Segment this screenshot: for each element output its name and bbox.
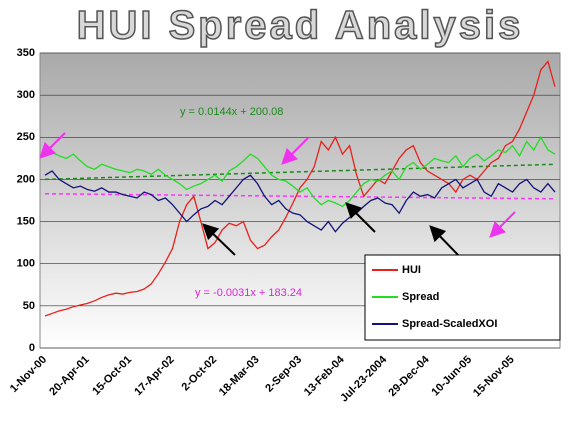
- arrow: [489, 211, 516, 238]
- x-tick-label: 15-Nov-05: [471, 354, 517, 400]
- series-line: [44, 60, 556, 317]
- x-tick-label: 10-Jun-05: [429, 354, 474, 399]
- arrow: [202, 223, 236, 256]
- x-tick-label: 18-Mar-03: [217, 354, 262, 399]
- annotation: y = 0.0144x + 200.08: [180, 106, 283, 118]
- x-tick-label: 13-Feb-04: [302, 353, 347, 398]
- y-tick-label: 50: [23, 300, 35, 312]
- arrow: [429, 225, 461, 258]
- trend-line: [44, 193, 556, 200]
- y-tick-label: 250: [17, 131, 35, 143]
- trend-line: [44, 163, 556, 181]
- y-tick-label: 300: [17, 89, 35, 101]
- series-line: [44, 170, 556, 233]
- y-tick-label: 150: [17, 215, 35, 227]
- annotation: y = -0.0031x + 183.24: [195, 287, 302, 299]
- chart-title: HUI Spread Analysis: [77, 4, 524, 48]
- y-tick-label: 200: [17, 173, 35, 185]
- y-tick-label: 100: [17, 258, 35, 270]
- legend-label: HUI: [402, 264, 421, 276]
- y-tick-label: 350: [17, 47, 35, 59]
- x-tick-label: 2-Sep-03: [263, 354, 304, 395]
- series-line: [44, 135, 556, 208]
- legend-label: Spread-ScaledXOI: [402, 318, 497, 330]
- x-tick-label: 20-Apr-01: [47, 354, 91, 398]
- x-tick-label: 15-Oct-01: [90, 354, 134, 398]
- arrow: [281, 137, 309, 165]
- x-tick-label: Jul-23-2004: [338, 353, 389, 404]
- x-tick-label: 17-Apr-02: [132, 354, 176, 398]
- legend-label: Spread: [402, 291, 439, 303]
- arrow: [39, 132, 66, 159]
- arrow: [345, 202, 376, 233]
- y-tick-label: 0: [29, 342, 35, 354]
- x-tick-label: 29-Dec-04: [386, 353, 432, 399]
- x-tick-label: 1-Nov-00: [8, 354, 49, 395]
- x-tick-label: 2-Oct-02: [180, 354, 220, 394]
